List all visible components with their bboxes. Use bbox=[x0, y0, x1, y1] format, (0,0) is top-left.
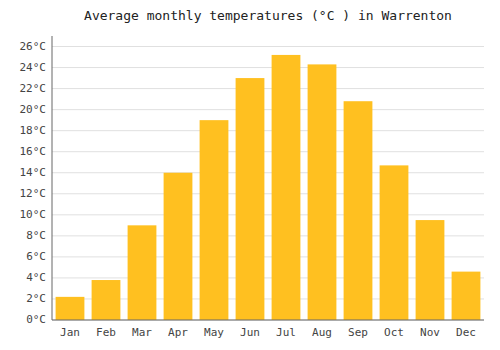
y-axis-line bbox=[52, 36, 53, 320]
y-tick-label: 20°C bbox=[20, 103, 47, 116]
y-tick-label: 14°C bbox=[20, 166, 47, 179]
bars bbox=[56, 55, 481, 320]
y-tick-label: 4°C bbox=[26, 271, 46, 284]
bar bbox=[200, 120, 229, 320]
x-tick-label: Aug bbox=[312, 326, 332, 339]
y-tick-label: 2°C bbox=[26, 292, 46, 305]
y-tick-label: 0°C bbox=[26, 313, 46, 326]
bar bbox=[128, 225, 157, 320]
bar bbox=[272, 55, 301, 320]
x-tick-label: Sep bbox=[348, 326, 368, 339]
bar bbox=[164, 173, 193, 320]
page: {"chart_data": {"type": "bar", "title": … bbox=[0, 0, 500, 350]
grid-line bbox=[52, 130, 484, 131]
grid-line bbox=[52, 67, 484, 68]
x-tick-label: Apr bbox=[168, 326, 188, 339]
y-tick-label: 8°C bbox=[26, 229, 46, 242]
grid-line bbox=[52, 109, 484, 110]
grid-line bbox=[52, 214, 484, 215]
title: Average monthly temperatures (°C ) in Wa… bbox=[84, 8, 452, 23]
x-tick-label: Mar bbox=[132, 326, 152, 339]
bar bbox=[452, 272, 481, 320]
y-tick-label: 18°C bbox=[20, 124, 47, 137]
y-tick-label: 26°C bbox=[20, 40, 47, 53]
bar bbox=[344, 101, 373, 320]
y-tick-label: 16°C bbox=[20, 145, 47, 158]
y-axis: 0°C 2°C 4°C 6°C 8°C 10°C 12°C 14°C 16°C 18°C 20°C 2… bbox=[20, 40, 485, 326]
bar bbox=[308, 64, 337, 320]
grid-line bbox=[52, 320, 484, 321]
y-tick-label: 6°C bbox=[26, 250, 46, 263]
x-tick-label: May bbox=[204, 326, 224, 339]
x-tick-label: Jan bbox=[60, 326, 80, 339]
x-tick-label: Dec bbox=[456, 326, 476, 339]
x-tick-label: Oct bbox=[384, 326, 404, 339]
y-tick-label: 10°C bbox=[20, 208, 47, 221]
y-tick-label: 12°C bbox=[20, 187, 47, 200]
chart: Average monthly temperatures (°C ) in Wa… bbox=[0, 0, 500, 350]
y-tick-label: 22°C bbox=[20, 82, 47, 95]
x-tick-label: Jun bbox=[240, 326, 260, 339]
grid-line bbox=[52, 172, 484, 173]
bar bbox=[380, 165, 409, 320]
grid-line bbox=[52, 151, 484, 152]
bar bbox=[236, 78, 265, 320]
grid-line bbox=[52, 46, 484, 47]
x-tick-label: Nov bbox=[420, 326, 440, 339]
bar bbox=[92, 280, 121, 320]
y-tick-label: 24°C bbox=[20, 61, 47, 74]
grid-line bbox=[52, 193, 484, 194]
bar bbox=[416, 220, 445, 320]
x-tick-label: Feb bbox=[96, 326, 116, 339]
chart-container: Average monthly temperatures (°C ) in Wa… bbox=[0, 0, 500, 350]
x-tick-label: Jul bbox=[276, 326, 296, 339]
grid-line bbox=[52, 88, 484, 89]
x-axis: Jan Feb Mar Apr May Jun Jul Aug Sep Oct Nov Dec bbox=[60, 326, 476, 339]
bar bbox=[56, 297, 85, 320]
x-axis-line bbox=[52, 320, 484, 321]
